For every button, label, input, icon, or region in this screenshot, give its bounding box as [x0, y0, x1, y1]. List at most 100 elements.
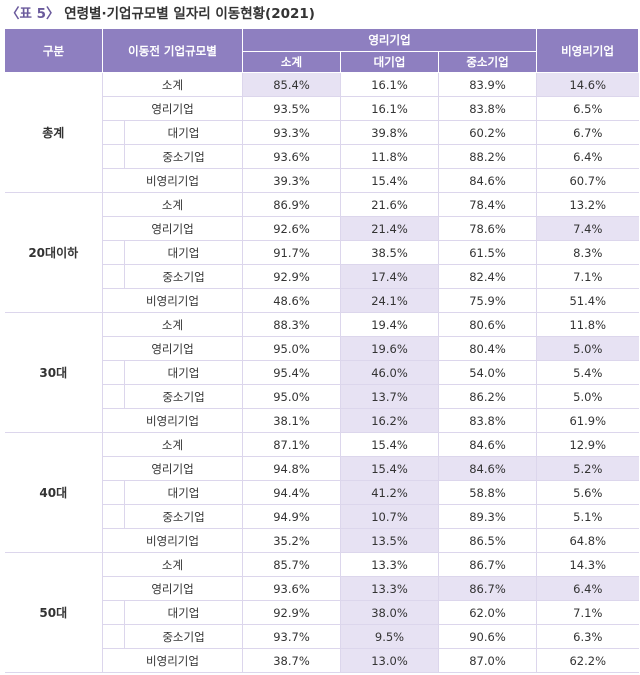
value-cell: 6.4%: [536, 576, 639, 601]
value-cell: 58.8%: [438, 480, 538, 505]
table-group: 40대 소계 87.1% 15.4% 84.6% 12.9% 영리기업 94.8% 15.4% 8…: [4, 432, 639, 553]
value-cell: 38.1%: [242, 408, 341, 433]
row-label: 영리기업: [102, 216, 243, 241]
value-cell: 19.4%: [340, 312, 439, 337]
table-header: 구분 이동전 기업규모별 영리기업 비영리기업 소계 대기업 중소기업: [4, 28, 640, 73]
row-label: 영리기업: [102, 96, 243, 121]
table-row: 50대 소계 85.7% 13.3% 86.7% 14.3%: [4, 552, 639, 673]
value-cell: 87.1%: [242, 432, 341, 457]
indent-spacer: [102, 384, 125, 409]
indent-spacer: [102, 504, 125, 529]
value-cell: 16.1%: [340, 72, 439, 97]
mobility-table: 구분 이동전 기업규모별 영리기업 비영리기업 소계 대기업 중소기업 총계 소계…: [4, 28, 640, 673]
value-cell: 83.8%: [438, 408, 538, 433]
value-cell: 38.5%: [340, 240, 439, 265]
value-cell: 6.5%: [536, 96, 639, 121]
table-caption: 〈표 5〉 연령별·기업규모별 일자리 이동현황(2021): [6, 4, 315, 24]
table-row: 영리기업 94.8% 15.4% 84.6% 5.2%: [5, 456, 639, 481]
row-label: 중소기업: [124, 144, 243, 169]
table-row: 대기업 94.4% 41.2% 58.8% 5.6%: [5, 480, 639, 505]
header-large: 대기업: [340, 51, 439, 73]
value-cell: 93.5%: [242, 96, 341, 121]
value-cell: 78.4%: [438, 192, 538, 217]
row-label: 비영리기업: [102, 408, 243, 433]
value-cell: 86.7%: [438, 552, 538, 577]
value-cell: 6.7%: [536, 120, 639, 145]
table-number: 〈표 5〉: [6, 6, 60, 22]
value-cell: 6.3%: [536, 624, 639, 649]
value-cell: 13.3%: [340, 552, 439, 577]
row-label: 대기업: [124, 480, 243, 505]
header-sme: 중소기업: [437, 51, 538, 73]
table-row: 비영리기업 48.6% 24.1% 75.9% 51.4%: [5, 288, 639, 313]
value-cell: 61.9%: [536, 408, 639, 433]
value-cell: 7.4%: [536, 216, 639, 241]
table-row: 40대 소계 87.1% 15.4% 84.6% 12.9%: [4, 432, 639, 553]
table-row: 비영리기업 38.7% 13.0% 87.0% 62.2%: [5, 648, 639, 673]
value-cell: 54.0%: [438, 360, 538, 385]
value-cell: 13.2%: [536, 192, 639, 217]
value-cell: 83.8%: [438, 96, 538, 121]
value-cell: 16.1%: [340, 96, 439, 121]
value-cell: 5.6%: [536, 480, 639, 505]
value-cell: 38.7%: [242, 648, 341, 673]
value-cell: 21.4%: [340, 216, 439, 241]
group-label: 40대: [4, 432, 103, 553]
value-cell: 16.2%: [340, 408, 439, 433]
row-label: 영리기업: [102, 576, 243, 601]
row-label: 대기업: [124, 600, 243, 625]
value-cell: 75.9%: [438, 288, 538, 313]
table-title: 연령별·기업규모별 일자리 이동현황(2021): [64, 6, 315, 22]
value-cell: 93.6%: [242, 144, 341, 169]
row-label: 중소기업: [124, 504, 243, 529]
value-cell: 94.9%: [242, 504, 341, 529]
table-row: 대기업 91.7% 38.5% 61.5% 8.3%: [5, 240, 639, 265]
value-cell: 5.1%: [536, 504, 639, 529]
value-cell: 14.3%: [536, 552, 639, 577]
value-cell: 15.4%: [340, 456, 439, 481]
row-label: 소계: [102, 72, 243, 97]
value-cell: 51.4%: [536, 288, 639, 313]
row-label: 중소기업: [124, 264, 243, 289]
indent-spacer: [102, 144, 125, 169]
value-cell: 85.4%: [242, 72, 341, 97]
row-label: 중소기업: [124, 384, 243, 409]
value-cell: 8.3%: [536, 240, 639, 265]
table-group: 30대 소계 88.3% 19.4% 80.6% 11.8% 영리기업 95.0% 19.6% 8…: [4, 312, 639, 433]
table-group: 20대이하 소계 86.9% 21.6% 78.4% 13.2% 영리기업 92.6% 21.4…: [4, 192, 639, 313]
data-table-wrapper: 구분 이동전 기업규모별 영리기업 비영리기업 소계 대기업 중소기업 총계 소계…: [4, 28, 640, 673]
value-cell: 5.0%: [536, 336, 639, 361]
value-cell: 46.0%: [340, 360, 439, 385]
row-label: 비영리기업: [102, 168, 243, 193]
header-profit: 영리기업: [241, 28, 538, 52]
table-row: 중소기업 95.0% 13.7% 86.2% 5.0%: [5, 384, 639, 409]
value-cell: 12.9%: [536, 432, 639, 457]
value-cell: 92.6%: [242, 216, 341, 241]
table-row: 대기업 95.4% 46.0% 54.0% 5.4%: [5, 360, 639, 385]
value-cell: 5.0%: [536, 384, 639, 409]
table-group: 총계 소계 85.4% 16.1% 83.9% 14.6% 영리기업 93.5% 16.1% 83…: [4, 72, 639, 193]
value-cell: 35.2%: [242, 528, 341, 553]
value-cell: 84.6%: [438, 456, 538, 481]
table-row: 영리기업 92.6% 21.4% 78.6% 7.4%: [5, 216, 639, 241]
value-cell: 24.1%: [340, 288, 439, 313]
group-label: 20대이하: [4, 192, 103, 313]
value-cell: 60.7%: [536, 168, 639, 193]
value-cell: 10.7%: [340, 504, 439, 529]
value-cell: 84.6%: [438, 168, 538, 193]
header-prev-size: 이동전 기업규모별: [102, 28, 243, 73]
table-row: 총계 소계 85.4% 16.1% 83.9% 14.6%: [4, 72, 639, 193]
group-label: 30대: [4, 312, 103, 433]
value-cell: 13.0%: [340, 648, 439, 673]
value-cell: 95.4%: [242, 360, 341, 385]
value-cell: 85.7%: [242, 552, 341, 577]
value-cell: 82.4%: [438, 264, 538, 289]
value-cell: 13.7%: [340, 384, 439, 409]
row-label: 비영리기업: [102, 288, 243, 313]
value-cell: 11.8%: [340, 144, 439, 169]
value-cell: 89.3%: [438, 504, 538, 529]
value-cell: 93.3%: [242, 120, 341, 145]
row-label: 비영리기업: [102, 648, 243, 673]
indent-spacer: [102, 480, 125, 505]
row-label: 대기업: [124, 120, 243, 145]
